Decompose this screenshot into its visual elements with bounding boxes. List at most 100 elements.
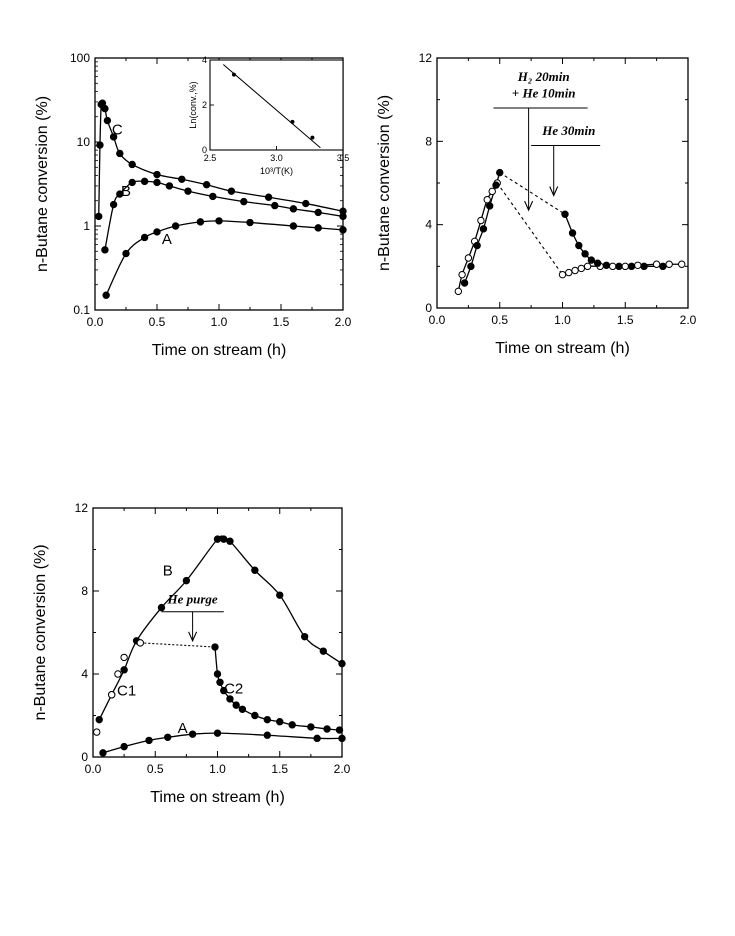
series-c-data-point [96, 141, 104, 149]
x-tick-label: 1.0 [211, 315, 228, 329]
x-tick-label: 2.0 [680, 313, 697, 327]
series-a-data-point [339, 226, 347, 234]
series-c-data-point [109, 133, 118, 141]
open-series-data-point [583, 262, 592, 271]
x-axis-label: Time on stream (h) [495, 340, 630, 357]
series-a-line [105, 220, 344, 296]
series-c-data-point [103, 116, 112, 125]
filled-series-data-point [581, 250, 589, 258]
series-a-data-point [246, 218, 254, 227]
curve-label-A: A [178, 720, 188, 737]
series-c2-data-point [238, 705, 247, 713]
filled-series-data-point [602, 261, 611, 269]
series-c1-data-point [107, 691, 116, 699]
filled-series-gap-dotted [499, 172, 566, 215]
y-tick-label: 12 [75, 501, 89, 515]
filled-series-line-after [564, 214, 663, 268]
annotation-he-30min: He 30min [541, 123, 595, 138]
series-b-data-point [319, 647, 328, 655]
series-c2-data-point [220, 686, 228, 695]
filled-series-data-point [659, 262, 667, 271]
series-a-data-point [153, 228, 161, 236]
inset-y-tick-label: 0 [202, 145, 207, 155]
inset-y-tick-label: 2 [202, 100, 207, 110]
y-tick-label: 1 [83, 219, 90, 233]
filled-series-data-point [486, 202, 494, 210]
series-c2-data-point [216, 678, 224, 686]
inset-data-point [310, 135, 315, 140]
curve-label-C2: C2 [224, 681, 243, 698]
x-axis-label: Time on stream (h) [150, 789, 285, 806]
series-c-data-point [302, 199, 310, 208]
y-tick-label: 8 [81, 584, 88, 598]
series-a-data-point [313, 734, 321, 743]
filled-series-data-point [467, 262, 475, 271]
series-b-data-point [116, 190, 124, 198]
series-c-data-point [101, 104, 109, 113]
series-c1-data-point [114, 670, 122, 678]
filled-series-data-point [479, 225, 488, 233]
open-series-data-point [571, 266, 579, 275]
inset-y-tick-label: 4 [202, 55, 207, 65]
inset-arrhenius-plot: 2.5 3.0 3.5 0 2 4 10³/T(K) Ln(conv.,%) [188, 55, 349, 176]
series-a-data-point [164, 733, 172, 741]
series-c2-data-point [276, 718, 284, 726]
annotation-he-purge: He purge [166, 591, 217, 606]
x-tick-label: 2.0 [335, 315, 352, 329]
filled-series-data-point [640, 262, 648, 271]
series-b-data-point [101, 246, 109, 254]
arrow-h2-head [524, 200, 534, 212]
y-tick-label: 4 [425, 218, 432, 232]
series-c2-data-point [211, 643, 219, 651]
series-b-data-point [95, 715, 103, 724]
x-tick-label: 0.5 [491, 313, 508, 327]
series-a-data-point [314, 224, 322, 232]
y-tick-label: 100 [70, 51, 90, 65]
y-tick-label: 10 [77, 135, 91, 149]
series-b-data-point [153, 178, 161, 187]
y-tick-label: 0 [81, 750, 88, 764]
series-b-data-point [220, 535, 228, 543]
filled-series-data-point [587, 256, 596, 264]
series-c-data-point [264, 193, 273, 201]
curve-label-B: B [121, 183, 131, 200]
inset-y-axis-label: Ln(conv.,%) [188, 81, 198, 128]
series-a-data-point [289, 222, 298, 230]
open-series-data-point [464, 254, 473, 262]
inset-x-tick-label: 2.5 [204, 153, 217, 163]
series-b-data-point [128, 178, 136, 187]
y-axis-label: n-Butane conversion (%) [376, 95, 393, 271]
open-series-data-point [488, 187, 496, 196]
series-c-data-point [116, 149, 124, 158]
series-b-data-point [140, 177, 149, 186]
series-b-data-point [184, 187, 192, 195]
inset-frame [209, 59, 344, 151]
series-b-data-point [338, 659, 346, 668]
x-tick-label: 1.0 [554, 313, 571, 327]
series-c1-data-point [93, 728, 101, 736]
series-c-data-point [178, 175, 186, 183]
open-series-data-point [678, 260, 686, 268]
annotation-h2-treatment: H₂ 20min [517, 69, 570, 84]
open-series-data-point [577, 264, 586, 273]
x-axis-label: Time on stream (h) [152, 342, 287, 359]
filled-series-data-point [492, 181, 500, 189]
open-series-data-point [483, 195, 491, 204]
series-c2-data-point [251, 711, 259, 720]
x-tick-label: 0.5 [147, 762, 164, 776]
series-b-data-point [120, 666, 128, 674]
arrow-he-head [549, 186, 559, 197]
purge-gap-dotted-line [140, 642, 216, 648]
y-tick-label: 12 [419, 51, 433, 65]
series-c1-data-point [120, 653, 128, 662]
series-c2-data-point [307, 723, 315, 731]
series-b-data-point [251, 566, 259, 574]
filled-series-data-point [496, 168, 504, 177]
filled-series-data-point [460, 279, 469, 287]
open-series-data-point [454, 287, 463, 296]
series-a-data-point [215, 217, 223, 225]
x-tick-label: 1.5 [617, 313, 634, 327]
series-a-data-point [102, 291, 110, 299]
series-c2-data-point [263, 715, 271, 724]
series-c2-data-point [213, 670, 222, 678]
